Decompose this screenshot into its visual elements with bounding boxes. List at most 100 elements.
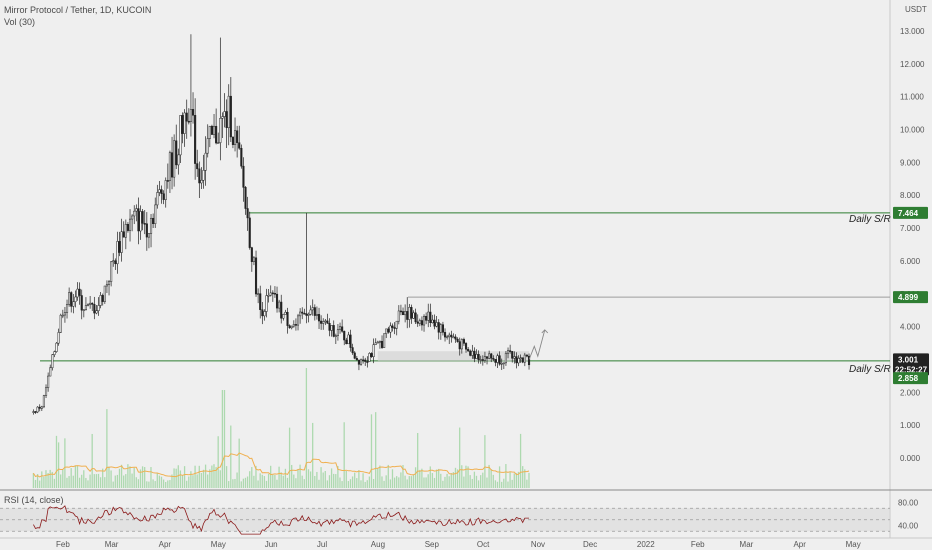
volume-bar — [309, 471, 312, 488]
candle-body — [248, 217, 251, 248]
volume-bar — [253, 475, 255, 488]
volume-bar — [406, 479, 408, 488]
time-tick-label: Nov — [531, 540, 545, 549]
rsi-legend[interactable]: RSI (14, close) — [4, 495, 64, 505]
volume-bar — [291, 464, 293, 488]
candle-body — [496, 355, 499, 363]
volume-bar — [186, 480, 188, 488]
candle-body — [202, 170, 205, 181]
candle-body — [374, 342, 377, 345]
volume-bar — [57, 442, 60, 488]
volume-legend[interactable]: Vol (30) — [4, 17, 35, 27]
candle-body — [523, 354, 526, 363]
candle-body — [42, 395, 45, 408]
volume-bar — [368, 476, 371, 488]
candle-body — [351, 347, 354, 354]
volume-bar — [303, 479, 305, 488]
time-tick-label: Apr — [793, 540, 806, 549]
candle-body — [330, 325, 333, 331]
upper-sr-price-tag-text: 7.464 — [898, 209, 919, 218]
symbol-legend[interactable]: Mirror Protocol / Tether, 1D, KUCOIN — [4, 5, 151, 15]
candle-body — [147, 233, 150, 238]
volume-bar — [47, 473, 49, 488]
volume-bar — [120, 464, 123, 488]
volume-bar — [444, 476, 446, 488]
volume-bar — [102, 468, 104, 488]
volume-bar — [194, 465, 196, 488]
candle-body — [189, 109, 192, 122]
candle-body — [299, 311, 302, 317]
price-tick-label: 13.000 — [900, 27, 925, 36]
volume-bar — [515, 473, 518, 488]
time-tick-label: May — [846, 540, 861, 549]
volume-bar — [127, 464, 129, 488]
candle-body — [380, 340, 384, 348]
volume-bar — [70, 468, 72, 488]
volume-bar — [211, 465, 213, 488]
candle-body — [162, 193, 165, 200]
volume-bar — [433, 477, 436, 488]
candle-body — [194, 115, 197, 164]
candle-body — [141, 211, 144, 224]
rsi-tick-label: 80.00 — [898, 499, 919, 508]
candle-body — [452, 336, 455, 339]
lower-sr-label: Daily S/R — [849, 364, 891, 375]
candle-body — [290, 325, 293, 329]
volume-bar — [118, 468, 121, 488]
volume-bar — [482, 472, 484, 488]
volume-bar — [372, 478, 375, 488]
volume-bar — [377, 468, 379, 488]
candle-body — [349, 334, 352, 348]
candle-body — [105, 284, 108, 287]
candle-body — [219, 118, 222, 143]
candle-body — [427, 311, 430, 321]
volume-bar — [106, 409, 108, 488]
candle-body — [78, 288, 81, 296]
price-tick-label: 11.000 — [900, 93, 924, 102]
volume-bar — [330, 468, 333, 488]
time-tick-label: Oct — [477, 540, 490, 549]
candle-body — [229, 95, 232, 138]
candle-body — [429, 311, 432, 324]
volume-bar — [91, 433, 93, 488]
candles — [32, 34, 531, 415]
volume-bar — [55, 435, 58, 488]
price-tick-label: 1.000 — [900, 421, 921, 430]
candle-body — [284, 311, 287, 315]
volume-bar — [112, 481, 114, 488]
volume-bar — [282, 475, 284, 488]
volume-bar — [326, 480, 329, 488]
volume-bar — [393, 477, 396, 488]
volume-bar — [295, 478, 297, 488]
candle-body — [418, 320, 421, 324]
price-tick-label: 9.000 — [900, 158, 921, 167]
volume-bar — [133, 467, 135, 488]
volume-bar — [398, 477, 400, 488]
price-tick-label: 8.000 — [900, 191, 921, 200]
candle-body — [372, 344, 375, 357]
volume-bar — [438, 468, 440, 488]
candle-body — [509, 350, 512, 352]
candle-body — [93, 304, 96, 314]
time-tick-label: 2022 — [637, 540, 655, 549]
candle-body — [446, 336, 449, 339]
volume-bar — [517, 471, 520, 488]
candle-body — [357, 359, 360, 365]
volume-bar — [261, 474, 263, 488]
volume-bar — [135, 477, 137, 488]
volume-bar — [452, 472, 455, 488]
volume-bar — [429, 466, 431, 488]
candle-body — [296, 315, 300, 326]
volume-bar — [196, 474, 198, 488]
candle-body — [257, 293, 260, 295]
volume-bar — [175, 468, 177, 488]
candle-body — [320, 320, 323, 324]
volume-bar — [347, 481, 350, 488]
volume-bar — [225, 466, 228, 488]
candle-body — [124, 224, 127, 238]
volume-bar — [230, 425, 232, 488]
volume-bar — [270, 465, 272, 488]
candle-body — [515, 356, 518, 364]
